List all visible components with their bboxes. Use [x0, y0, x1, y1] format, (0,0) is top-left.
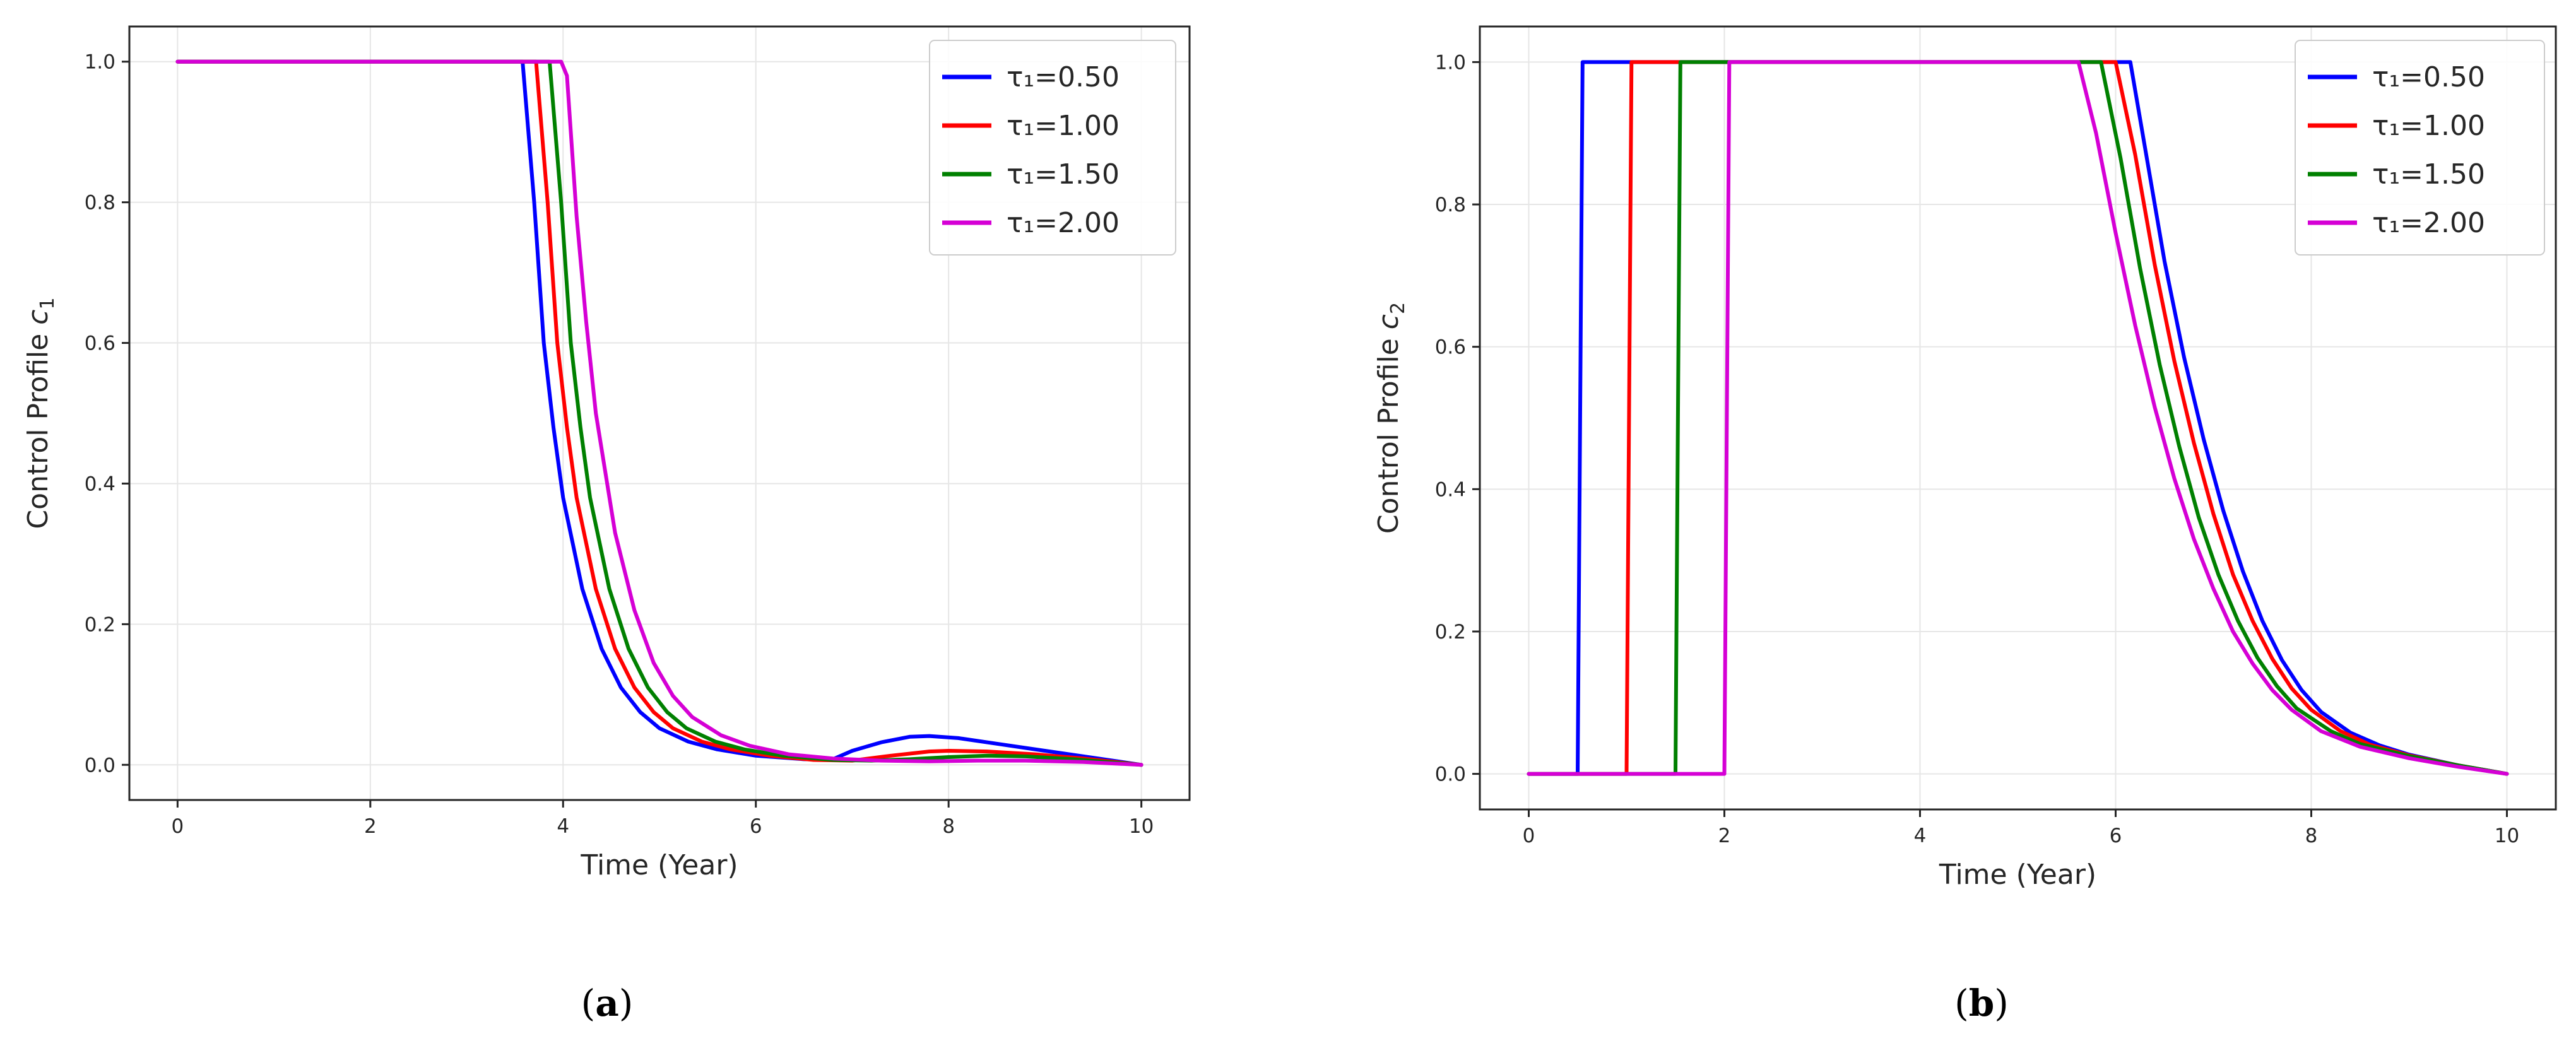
- y-tick-label: 0.2: [85, 613, 115, 636]
- y-tick-label: 0.4: [85, 473, 115, 495]
- chart-panel-a: 0 2 4 6 8 10 0.0 0.2 0.4 0.6 0.8 1.0 Time (Year) Cont…: [22, 25, 1191, 1025]
- panel-caption: (a): [581, 982, 634, 1025]
- x-tick-label: 0: [1523, 825, 1535, 847]
- y-tick-label: 0.0: [85, 754, 115, 777]
- legend: τ₁=0.50 τ₁=1.00 τ₁=1.50 τ₁=2.00: [929, 40, 1176, 256]
- legend-box: [2295, 40, 2545, 256]
- x-tick-label: 4: [1914, 825, 1927, 847]
- series-lines: [1527, 60, 2509, 776]
- x-axis-label: Time (Year): [580, 849, 738, 881]
- y-axis-label-symbol: c: [1373, 314, 1405, 329]
- y-axis-label-text: Control Profile: [1373, 329, 1405, 534]
- y-axis-label: Control Profile c1: [22, 297, 59, 529]
- plot-frame: [1479, 25, 2557, 811]
- x-tick-label: 10: [1129, 815, 1154, 838]
- x-tick-label: 2: [1718, 825, 1731, 847]
- series-line-3: [1527, 60, 2509, 776]
- y-tick-label: 0.4: [1435, 478, 1466, 501]
- panel-caption-letter: b: [1969, 982, 1995, 1025]
- x-tick-label: 8: [942, 815, 955, 838]
- axis-ticks: 0 2 4 6 8 10 0.0 0.2 0.4 0.6 0.8 1.0: [1435, 51, 2520, 847]
- x-axis-label: Time (Year): [1939, 859, 2096, 891]
- x-tick-label: 2: [364, 815, 377, 838]
- legend-label-4: τ₁=2.00: [2372, 207, 2485, 239]
- legend-label-2: τ₁=1.00: [1007, 110, 1120, 142]
- axis-ticks: 0 2 4 6 8 10 0.0 0.2 0.4 0.6 0.8 1.0: [85, 51, 1154, 838]
- legend: τ₁=0.50 τ₁=1.00 τ₁=1.50 τ₁=2.00: [2295, 40, 2545, 256]
- chart-panel-b: 0 2 4 6 8 10 0.0 0.2 0.4 0.6 0.8 1.0 Time (Year) Cont…: [1373, 25, 2557, 1025]
- x-tick-label: 4: [557, 815, 569, 838]
- legend-label-4: τ₁=2.00: [1007, 207, 1120, 239]
- panel-caption: (b): [1954, 982, 2009, 1025]
- y-tick-label: 0.8: [85, 192, 115, 215]
- x-tick-label: 6: [2110, 825, 2122, 847]
- legend-label-1: τ₁=0.50: [2372, 61, 2485, 93]
- y-tick-label: 0.6: [1435, 336, 1466, 359]
- y-tick-label: 1.0: [1435, 51, 1466, 74]
- series-line-3: [175, 59, 1143, 767]
- legend-label-3: τ₁=1.50: [2372, 158, 2485, 191]
- y-tick-label: 0.8: [1435, 194, 1466, 216]
- x-tick-label: 10: [2495, 825, 2519, 847]
- y-axis-label-text: Control Profile: [22, 325, 54, 529]
- x-tick-label: 6: [750, 815, 762, 838]
- panel-caption-letter: a: [595, 982, 619, 1025]
- series-line-4: [175, 59, 1143, 767]
- x-tick-label: 8: [2305, 825, 2318, 847]
- y-axis-label: Control Profile c2: [1373, 302, 1409, 534]
- legend-label-3: τ₁=1.50: [1007, 158, 1120, 191]
- legend-box: [929, 40, 1176, 256]
- y-axis-label-symbol: c: [22, 310, 54, 325]
- y-axis-label-subscript: 2: [1387, 302, 1409, 314]
- series-line-4: [1527, 60, 2509, 776]
- series-lines: [175, 59, 1143, 767]
- y-axis-label-subscript: 1: [37, 297, 59, 309]
- y-tick-label: 0.6: [85, 332, 115, 355]
- series-line-2: [175, 59, 1143, 767]
- x-tick-label: 0: [171, 815, 184, 838]
- legend-label-1: τ₁=0.50: [1007, 61, 1120, 93]
- plot-frame: [128, 25, 1191, 801]
- y-tick-label: 0.2: [1435, 621, 1466, 644]
- legend-label-2: τ₁=1.00: [2372, 110, 2485, 142]
- y-tick-label: 1.0: [85, 51, 115, 74]
- series-line-1: [175, 59, 1143, 767]
- y-tick-label: 0.0: [1435, 763, 1466, 786]
